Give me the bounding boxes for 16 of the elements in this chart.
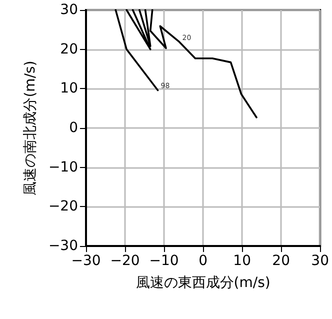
y-tick-label: 20 [60,41,78,58]
y-tick-label: 10 [60,80,78,97]
x-tick-label: −10 [149,253,179,269]
x-tick-label: −20 [110,253,140,269]
y-tick-label: 30 [60,2,78,18]
x-axis-title: 風速の東西成分(m/s) [136,275,270,291]
y-axis-title: 風速の南北成分(m/s) [22,60,39,196]
x-tick-label: 0 [198,253,208,269]
x-tick-label: 20 [272,253,290,269]
y-tick-label: −20 [48,198,78,215]
x-tick-label: 30 [311,253,330,269]
x-tick-label: −30 [71,253,101,269]
x-tick-label: 10 [233,253,251,269]
y-tick-label: −10 [48,159,78,176]
y-tick-label: 0 [69,120,78,136]
y-tick-label: −30 [48,238,78,254]
